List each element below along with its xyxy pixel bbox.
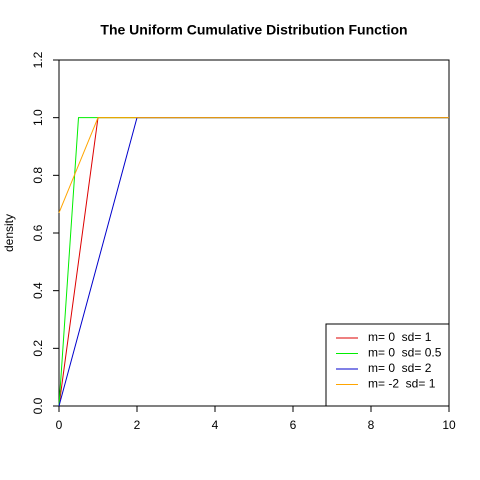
y-tick-label: 0.4 <box>31 282 45 299</box>
x-tick-label: 2 <box>134 418 141 432</box>
x-tick-label: 10 <box>442 418 456 432</box>
x-tick-label: 4 <box>212 418 219 432</box>
y-tick-label: 0.6 <box>31 224 45 241</box>
legend-label: m= 0 sd= 1 <box>368 330 432 344</box>
y-tick-label: 1.0 <box>31 109 45 126</box>
y-tick-label: 0.2 <box>31 340 45 357</box>
x-tick-label: 6 <box>290 418 297 432</box>
x-tick-label: 8 <box>368 418 375 432</box>
series-line <box>58 117 449 214</box>
y-axis-label: density <box>2 214 16 252</box>
legend-label: m= 0 sd= 0.5 <box>368 346 442 360</box>
x-tick-label: 0 <box>56 418 63 432</box>
legend-label: m= -2 sd= 1 <box>368 377 436 391</box>
y-tick-label: 0.0 <box>31 397 45 414</box>
chart-title: The Uniform Cumulative Distribution Func… <box>100 22 407 38</box>
y-tick-label: 0.8 <box>31 167 45 184</box>
y-tick-label: 1.2 <box>31 51 45 68</box>
legend-label: m= 0 sd= 2 <box>368 361 432 375</box>
